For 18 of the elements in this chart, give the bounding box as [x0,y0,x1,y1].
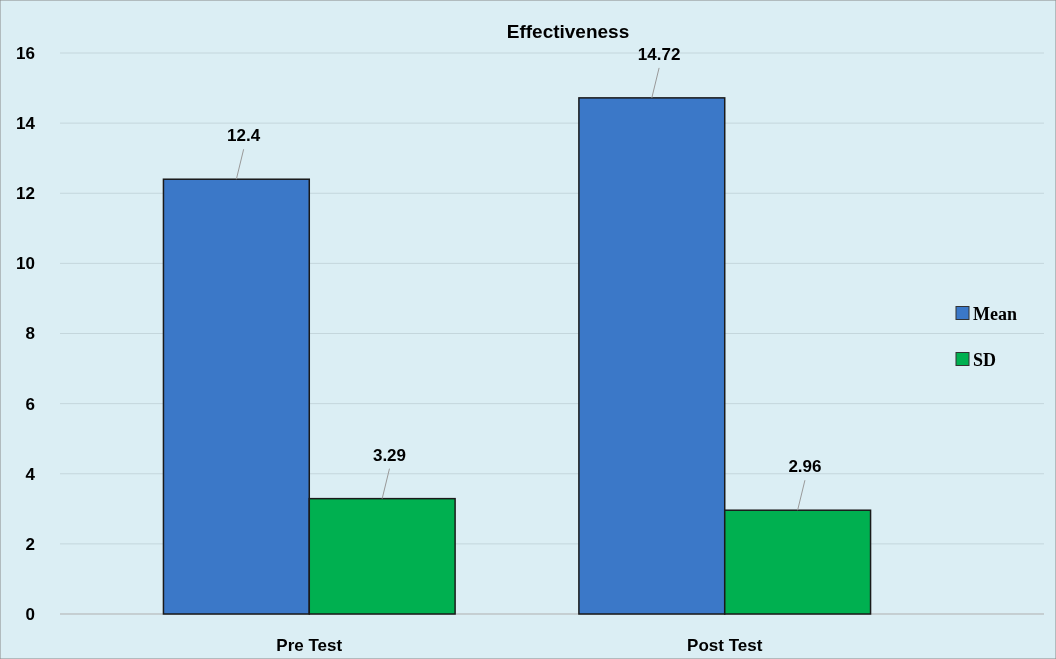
x-tick-label: Post Test [687,636,763,655]
legend-label: SD [973,349,997,370]
data-label: 3.29 [372,445,407,465]
data-label: 2.96 [788,457,822,477]
y-tick-label: 2 [25,534,35,554]
y-tick-label: 14 [16,114,36,134]
data-label: 12.4 [227,126,261,146]
data-label: 14.72 [637,44,681,64]
x-tick-label: Pre Test [276,636,343,655]
legend-label: Mean [973,303,1017,324]
y-tick-label: 16 [16,43,35,63]
y-tick-label: 0 [25,604,35,624]
y-tick-label: 6 [25,394,35,414]
y-tick-label: 4 [25,464,36,484]
y-tick-label: 8 [25,324,35,344]
y-tick-label: 10 [16,254,35,274]
chart-title: Effectiveness [506,21,630,42]
y-tick-label: 12 [16,184,35,204]
